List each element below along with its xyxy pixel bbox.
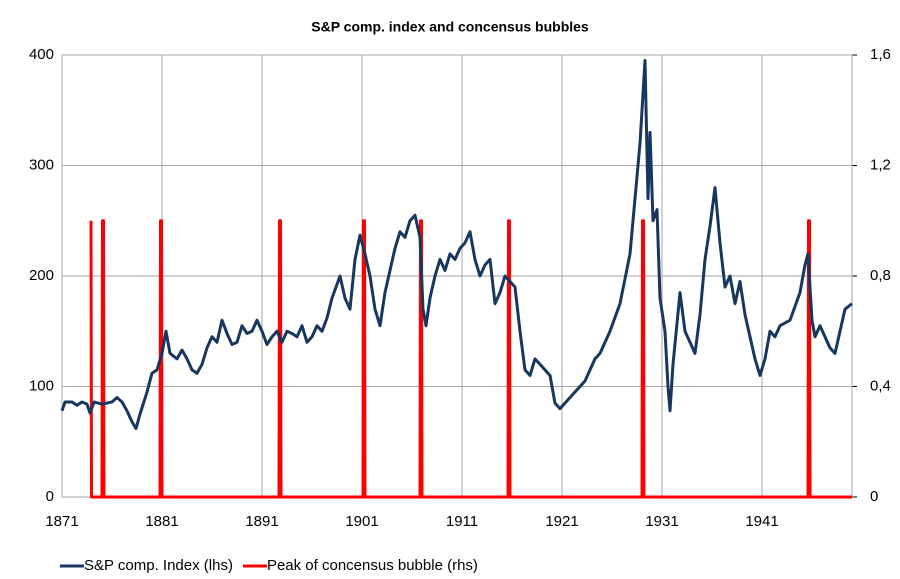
y-tick-label: 0 [46, 488, 54, 505]
y-tick-label: 200 [29, 267, 54, 284]
series-line [60, 59, 853, 430]
y2-tick-label: 0,8 [870, 267, 891, 284]
series-line [89, 219, 852, 499]
x-tick-label: 1871 [45, 513, 78, 530]
legend-label: S&P comp. Index (lhs) [84, 557, 233, 574]
y2-tick-label: 1,2 [870, 156, 891, 173]
x-tick-label: 1921 [545, 513, 578, 530]
x-tick-label: 1941 [745, 513, 778, 530]
x-tick-label: 1881 [145, 513, 178, 530]
y2-tick-label: 0,4 [870, 377, 891, 394]
y2-tick-label: 0 [870, 488, 878, 505]
x-tick-label: 1901 [345, 513, 378, 530]
y-tick-label: 300 [29, 156, 54, 173]
legend-label: Peak of concensus bubble (rhs) [267, 557, 478, 574]
y-tick-label: 100 [29, 377, 54, 394]
x-tick-label: 1931 [645, 513, 678, 530]
y-tick-label: 400 [29, 46, 54, 63]
x-tick-label: 1891 [245, 513, 278, 530]
chart-title: S&P comp. index and concensus bubbles [311, 19, 589, 35]
x-tick-label: 1911 [446, 513, 478, 530]
y2-tick-label: 1,6 [870, 46, 891, 63]
